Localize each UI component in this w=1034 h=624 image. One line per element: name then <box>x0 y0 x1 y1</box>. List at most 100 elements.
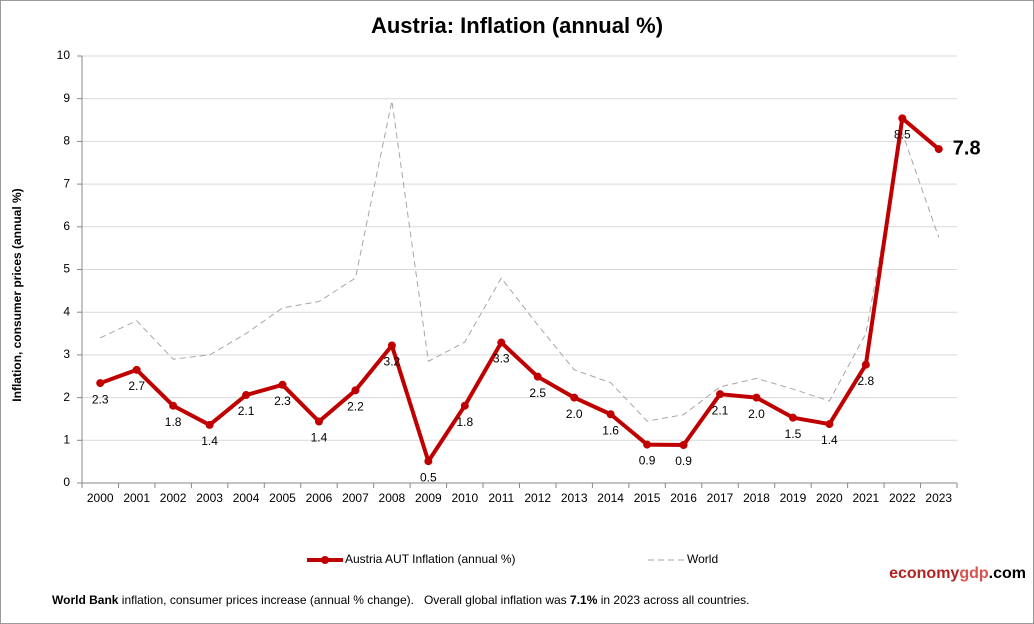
data-label: 1.6 <box>602 423 619 437</box>
x-tick-label: 2013 <box>561 491 588 505</box>
watermark-part: .com <box>989 565 1026 582</box>
y-tick-label: 4 <box>63 304 70 318</box>
y-tick-label: 3 <box>63 347 70 361</box>
y-axis-label: Inflation, consumer prices (annual %) <box>10 188 24 401</box>
x-tick-label: 2017 <box>707 491 734 505</box>
data-label: 1.8 <box>456 415 473 429</box>
data-point <box>314 417 323 426</box>
y-tick-label: 0 <box>63 475 70 489</box>
x-tick-label: 2001 <box>123 491 150 505</box>
x-tick-label: 2022 <box>889 491 916 505</box>
data-point <box>242 391 251 400</box>
data-point <box>606 410 615 419</box>
x-tick-label: 2019 <box>780 491 807 505</box>
y-tick-label: 8 <box>63 134 70 148</box>
data-label: 0.9 <box>639 454 656 468</box>
data-label: 7.8 <box>953 137 981 159</box>
y-tick-label: 7 <box>63 176 70 190</box>
data-point <box>278 380 287 389</box>
data-label: 2.2 <box>347 400 364 414</box>
data-point <box>533 372 542 381</box>
footer-part: World Bank <box>52 593 119 607</box>
data-label: 3.3 <box>493 352 510 366</box>
data-point <box>570 393 579 402</box>
y-tick-label: 6 <box>63 219 70 233</box>
watermark: economygdp.com <box>889 565 1026 582</box>
x-tick-label: 2010 <box>451 491 478 505</box>
data-label: 1.8 <box>165 415 182 429</box>
chart-title: Austria: Inflation (annual %) <box>371 13 663 38</box>
data-point <box>679 440 688 449</box>
x-tick-label: 2006 <box>306 491 333 505</box>
data-label: 8.5 <box>894 128 911 142</box>
data-point <box>752 393 761 402</box>
data-point <box>497 338 506 347</box>
data-point <box>934 145 943 154</box>
data-label: 1.4 <box>311 431 328 445</box>
footer-part: in 2023 across all countries. <box>597 593 749 607</box>
x-tick-label: 2009 <box>415 491 442 505</box>
x-tick-label: 2020 <box>816 491 843 505</box>
data-label: 1.5 <box>785 427 802 441</box>
x-tick-label: 2012 <box>524 491 551 505</box>
x-tick-label: 2018 <box>743 491 770 505</box>
x-tick-label: 2004 <box>233 491 260 505</box>
data-point <box>387 341 396 350</box>
x-tick-label: 2016 <box>670 491 697 505</box>
data-point <box>825 420 834 429</box>
legend-label: World <box>687 552 718 566</box>
data-point <box>861 360 870 369</box>
y-tick-label: 5 <box>63 262 70 276</box>
legend-label: Austria AUT Inflation (annual %) <box>345 552 516 566</box>
data-point <box>424 457 433 466</box>
data-point <box>351 386 360 395</box>
data-point <box>898 114 907 123</box>
y-tick-label: 2 <box>63 390 70 404</box>
watermark-part: gdp <box>959 565 989 582</box>
data-point <box>460 401 469 410</box>
footer: World Bank inflation, consumer prices in… <box>52 593 749 607</box>
data-label: 2.0 <box>748 407 765 421</box>
footer-part: 7.1% <box>570 593 598 607</box>
x-tick-label: 2003 <box>196 491 223 505</box>
x-tick-label: 2023 <box>925 491 952 505</box>
y-tick-label: 10 <box>57 48 71 62</box>
y-tick-label: 9 <box>63 91 70 105</box>
x-tick-label: 2014 <box>597 491 624 505</box>
x-tick-label: 2011 <box>488 491 514 505</box>
footer-part: inflation, consumer prices increase (ann… <box>118 593 570 607</box>
legend-swatch <box>321 556 329 564</box>
data-point <box>169 401 178 410</box>
data-label: 2.3 <box>92 392 109 406</box>
x-tick-label: 2002 <box>160 491 187 505</box>
data-label: 2.8 <box>858 374 875 388</box>
data-point <box>132 365 141 374</box>
data-point <box>205 420 214 429</box>
data-point <box>788 413 797 422</box>
x-tick-label: 2015 <box>634 491 661 505</box>
data-label: 3.2 <box>384 355 401 369</box>
data-label: 1.4 <box>821 433 838 447</box>
x-tick-label: 2007 <box>342 491 369 505</box>
data-label: 0.9 <box>675 454 692 468</box>
data-label: 0.5 <box>420 470 437 484</box>
data-label: 2.1 <box>238 404 255 418</box>
x-tick-label: 2005 <box>269 491 296 505</box>
data-point <box>96 379 105 388</box>
watermark-part: economy <box>889 565 959 582</box>
series-line <box>99 116 941 464</box>
y-tick-label: 1 <box>63 432 70 446</box>
data-point <box>716 390 725 399</box>
data-label: 2.7 <box>128 379 145 393</box>
data-point <box>643 440 652 449</box>
series-line <box>100 100 940 422</box>
data-label: 2.3 <box>274 394 291 408</box>
x-tick-label: 2008 <box>379 491 406 505</box>
data-label: 1.4 <box>201 434 218 448</box>
x-tick-label: 2000 <box>87 491 114 505</box>
data-label: 2.5 <box>529 386 546 400</box>
data-label: 2.0 <box>566 407 583 421</box>
data-label: 2.1 <box>712 403 729 417</box>
x-tick-label: 2021 <box>853 491 880 505</box>
